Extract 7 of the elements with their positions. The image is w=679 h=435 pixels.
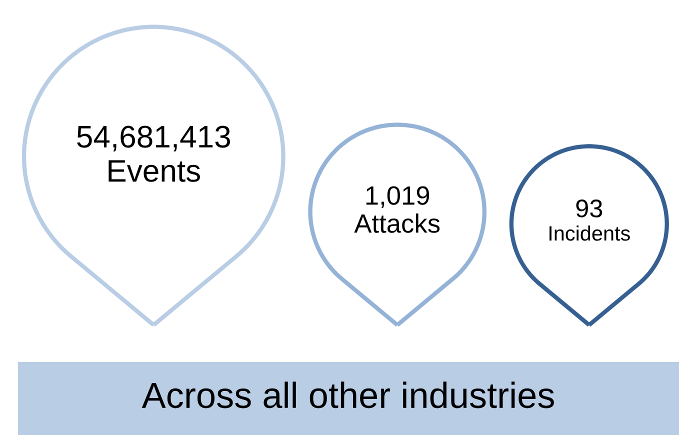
category-label: Incidents <box>550 226 630 241</box>
data-label: 1,019 <box>366 186 430 208</box>
data-label: 54,681,413 <box>77 126 230 152</box>
category-label: Attacks <box>354 214 440 233</box>
text: Across all other industries <box>142 382 554 408</box>
data-label: 93 <box>576 199 602 218</box>
category-label: Events <box>108 160 200 182</box>
